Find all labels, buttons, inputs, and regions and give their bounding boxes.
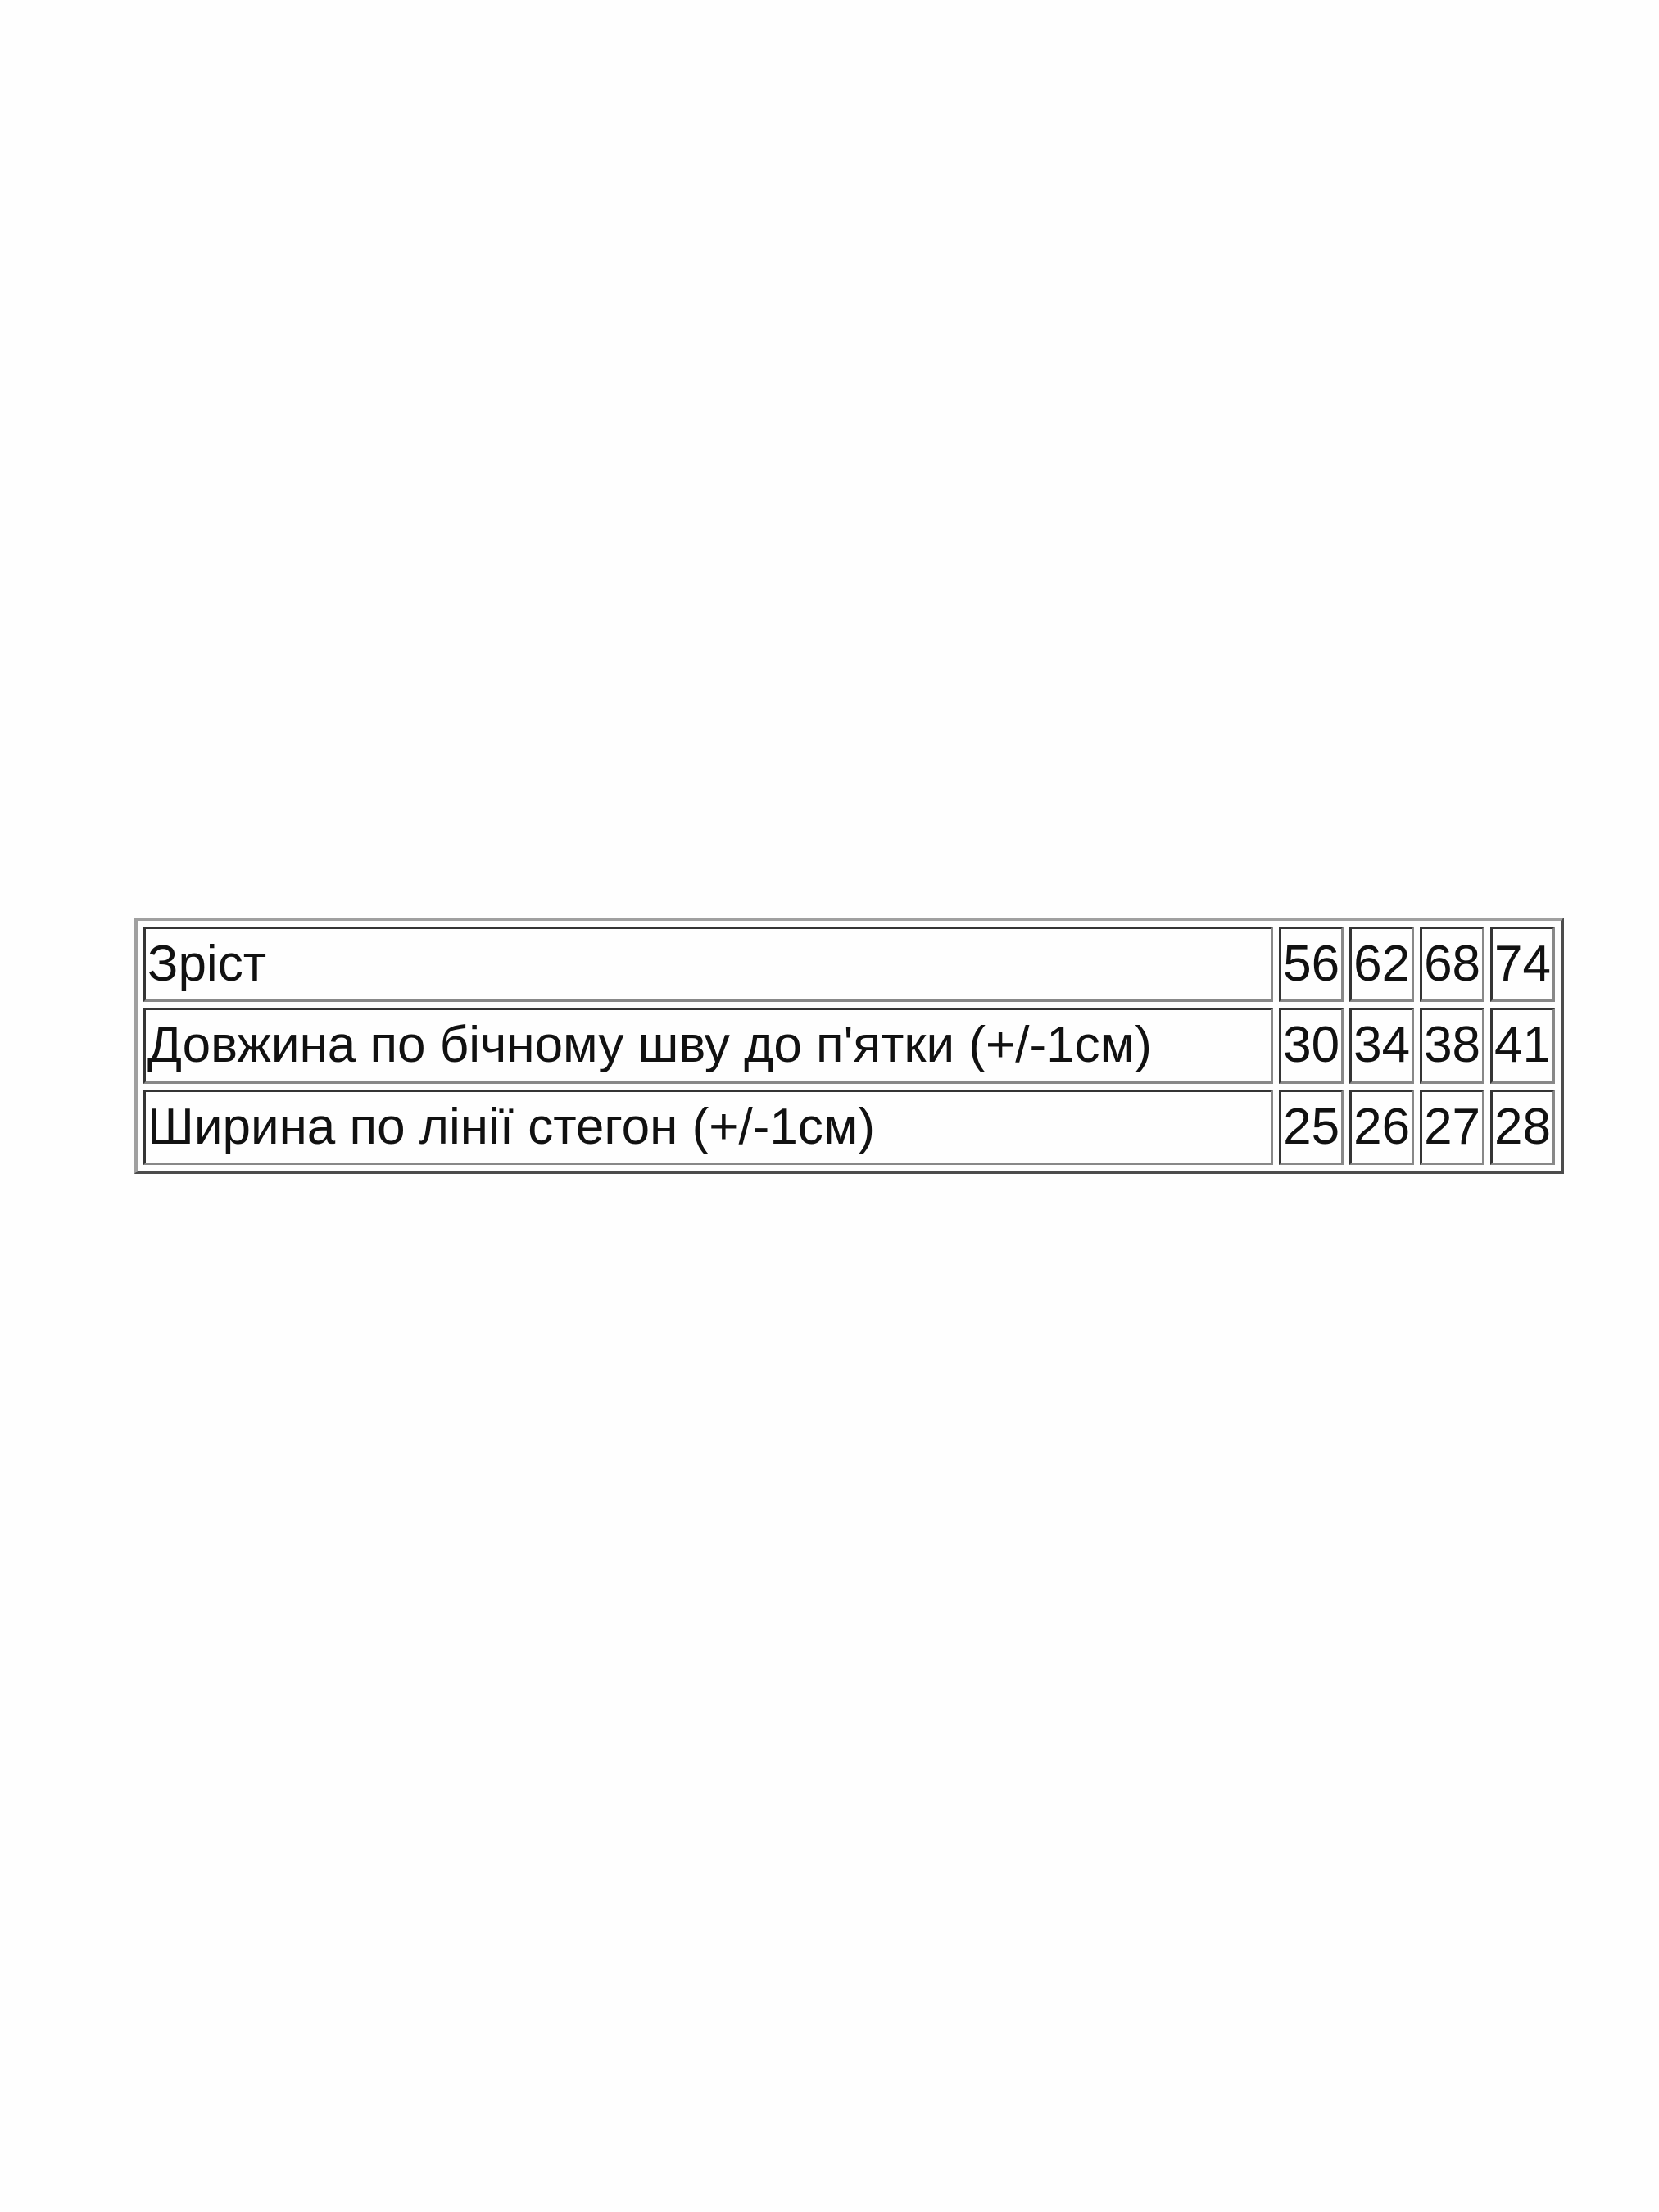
row-label: Ширина по лінії стегон (+/-1см)	[143, 1089, 1274, 1165]
row-label: Зріст	[143, 927, 1274, 1003]
table-row: Ширина по лінії стегон (+/-1см) 25 26 27…	[143, 1089, 1555, 1165]
table-row: Зріст 56 62 68 74	[143, 927, 1555, 1003]
table-row: Довжина по бічному шву до п'ятки (+/-1см…	[143, 1008, 1555, 1084]
size-value: 27	[1420, 1089, 1485, 1165]
size-value: 28	[1490, 1089, 1555, 1165]
size-value: 74	[1490, 927, 1555, 1003]
size-value: 25	[1279, 1089, 1344, 1165]
size-value: 62	[1349, 927, 1415, 1003]
size-value: 41	[1490, 1008, 1555, 1084]
size-value: 34	[1349, 1008, 1415, 1084]
size-value: 26	[1349, 1089, 1415, 1165]
size-value: 56	[1279, 927, 1344, 1003]
size-table: Зріст 56 62 68 74 Довжина по бічному шву…	[134, 918, 1564, 1174]
size-value: 38	[1420, 1008, 1485, 1084]
size-value: 68	[1420, 927, 1485, 1003]
row-label: Довжина по бічному шву до п'ятки (+/-1см…	[143, 1008, 1274, 1084]
size-value: 30	[1279, 1008, 1344, 1084]
